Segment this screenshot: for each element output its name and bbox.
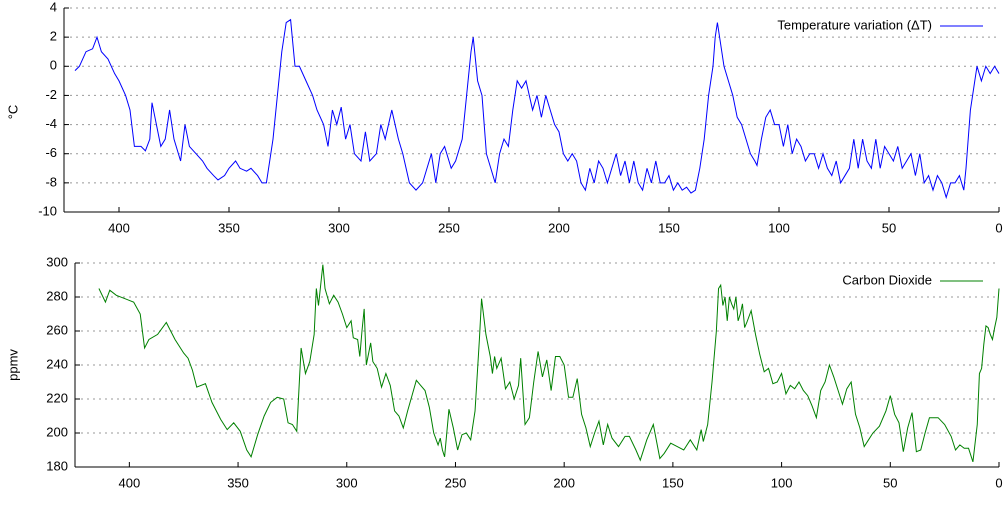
x-tick-label: 250 (438, 220, 460, 235)
x-tick-label: 50 (883, 475, 897, 490)
x-tick-label: 300 (328, 220, 350, 235)
y-tick-label: -6 (45, 145, 57, 160)
y-tick-label: -8 (45, 174, 57, 189)
data-line (98, 264, 1000, 463)
y-tick-label: 220 (46, 390, 68, 405)
legend-label: Temperature variation (ΔT) (777, 17, 932, 32)
x-tick-label: 300 (336, 475, 358, 490)
x-tick-label: 0 (995, 475, 1002, 490)
x-tick-label: 0 (995, 220, 1002, 235)
y-tick-label: 2 (50, 29, 57, 44)
x-tick-label: 250 (445, 475, 467, 490)
x-tick-label: 150 (658, 220, 680, 235)
x-tick-label: 100 (771, 475, 793, 490)
y-tick-label: 280 (46, 288, 68, 303)
x-tick-label: 100 (768, 220, 790, 235)
data-line (74, 18, 1000, 200)
y-axis-label: ppmv (5, 349, 20, 381)
y-tick-label: 200 (46, 424, 68, 439)
y-tick-label: 300 (46, 254, 68, 269)
x-tick-label: 200 (553, 475, 575, 490)
y-tick-label: -4 (45, 116, 57, 131)
y-tick-label: 180 (46, 458, 68, 473)
y-tick-label: -2 (45, 87, 57, 102)
x-tick-label: 150 (662, 475, 684, 490)
x-tick-label: 400 (119, 475, 141, 490)
y-tick-label: 260 (46, 322, 68, 337)
x-tick-label: 200 (548, 220, 570, 235)
y-tick-label: 4 (50, 0, 57, 14)
y-axis-label: °C (5, 105, 20, 120)
y-tick-label: 0 (50, 58, 57, 73)
y-tick-label: -10 (38, 203, 57, 218)
x-tick-label: 50 (882, 220, 896, 235)
x-tick-label: 400 (108, 220, 130, 235)
legend-label: Carbon Dioxide (842, 272, 932, 287)
x-tick-label: 350 (218, 220, 240, 235)
y-tick-label: 240 (46, 356, 68, 371)
x-tick-label: 350 (227, 475, 249, 490)
